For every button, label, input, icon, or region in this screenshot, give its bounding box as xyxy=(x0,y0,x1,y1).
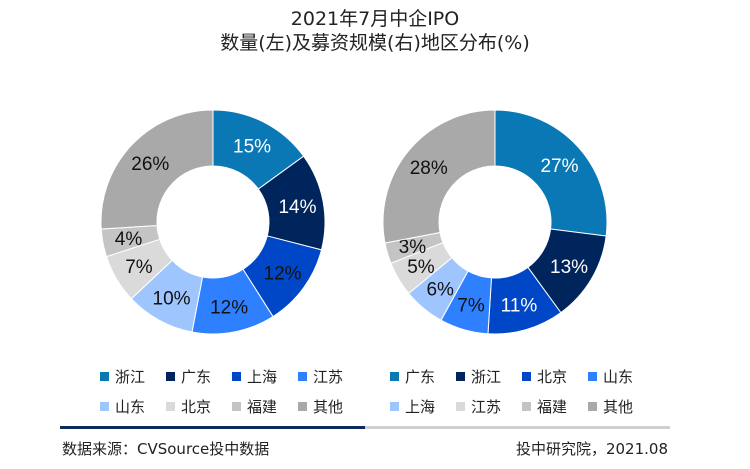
legend-item-北京: 北京 xyxy=(166,396,211,417)
legend-swatch xyxy=(100,402,109,411)
legend-swatch xyxy=(522,402,531,411)
divider-light xyxy=(365,426,670,429)
data-label-上海: 12% xyxy=(264,264,302,285)
legend-swatch xyxy=(298,372,307,381)
chart-title-line1: 2021年7月中企IPO xyxy=(290,8,460,30)
chart-title-line2: 数量(左)及募资规模(右)地区分布(%) xyxy=(220,32,530,54)
legend-item-山东: 山东 xyxy=(100,396,145,417)
legend-label: 其他 xyxy=(603,398,634,416)
data-label-福建: 4% xyxy=(115,229,143,250)
divider-dark xyxy=(60,426,365,429)
legend-swatch xyxy=(588,402,597,411)
legend-item-北京: 北京 xyxy=(522,366,567,387)
legend-label: 北京 xyxy=(537,368,568,386)
data-label-北京: 11% xyxy=(501,296,538,317)
legend-item-江苏: 江苏 xyxy=(298,366,343,387)
legend-item-其他: 其他 xyxy=(588,396,633,417)
legend-item-其他: 其他 xyxy=(298,396,343,417)
legend-label: 江苏 xyxy=(313,368,344,386)
legend-label: 浙江 xyxy=(115,368,146,386)
legend-swatch xyxy=(390,372,399,381)
legend-label: 山东 xyxy=(115,398,146,416)
legend-swatch xyxy=(456,372,465,381)
legend-swatch xyxy=(522,372,531,381)
legend-swatch xyxy=(298,402,307,411)
data-label-其他: 28% xyxy=(410,158,448,179)
donut-slice-广东 xyxy=(494,109,608,237)
source-note: 数据来源：CVSource投中数据 xyxy=(62,440,270,458)
legend-item-福建: 福建 xyxy=(232,396,277,417)
legend-item-浙江: 浙江 xyxy=(100,366,145,387)
legend-label: 上海 xyxy=(405,398,436,416)
legend-swatch xyxy=(232,402,241,411)
legend-swatch xyxy=(166,372,175,381)
data-label-广东: 14% xyxy=(278,197,316,218)
credit-note: 投中研究院，2021.08 xyxy=(515,440,668,458)
data-label-上海: 6% xyxy=(426,279,454,300)
data-label-江苏: 5% xyxy=(407,257,435,278)
data-label-北京: 7% xyxy=(125,257,153,278)
legend-item-广东: 广东 xyxy=(390,366,435,387)
data-label-山东: 7% xyxy=(457,296,485,317)
legend-swatch xyxy=(100,372,109,381)
legend-swatch xyxy=(390,402,399,411)
legend-label: 福建 xyxy=(247,398,278,416)
donut-chart-fundraising: 27% 13% 11% 7%6%5%3% 28% xyxy=(382,109,608,335)
legend-label: 上海 xyxy=(247,368,278,386)
legend-label: 广东 xyxy=(181,368,212,386)
legend-swatch xyxy=(588,372,597,381)
legend-label: 福建 xyxy=(537,398,568,416)
data-label-浙江: 13% xyxy=(550,257,588,278)
legend-swatch xyxy=(232,372,241,381)
data-label-其他: 26% xyxy=(131,154,169,175)
legend-item-上海: 上海 xyxy=(390,396,435,417)
legend-item-山东: 山东 xyxy=(588,366,633,387)
legend-item-广东: 广东 xyxy=(166,366,211,387)
data-label-山东: 10% xyxy=(153,288,191,309)
legend-swatch xyxy=(456,402,465,411)
donut-chart-count: 15% 14% 12% 12% 10%7% 4% 26% xyxy=(100,109,326,335)
legend-item-浙江: 浙江 xyxy=(456,366,501,387)
data-label-广东: 27% xyxy=(540,156,578,177)
legend-item-福建: 福建 xyxy=(522,396,567,417)
legend-label: 广东 xyxy=(405,368,436,386)
donut-slice-其他 xyxy=(100,109,214,230)
legend-label: 北京 xyxy=(181,398,212,416)
legend-label: 江苏 xyxy=(471,398,502,416)
data-label-江苏: 12% xyxy=(210,297,248,318)
legend-swatch xyxy=(166,402,175,411)
data-label-福建: 3% xyxy=(399,237,427,258)
legend-label: 其他 xyxy=(313,398,344,416)
legend-item-上海: 上海 xyxy=(232,366,277,387)
donut-slice-其他 xyxy=(382,109,496,244)
legend-label: 山东 xyxy=(603,368,634,386)
data-label-浙江: 15% xyxy=(233,136,271,157)
legend-item-江苏: 江苏 xyxy=(456,396,501,417)
legend-label: 浙江 xyxy=(471,368,502,386)
